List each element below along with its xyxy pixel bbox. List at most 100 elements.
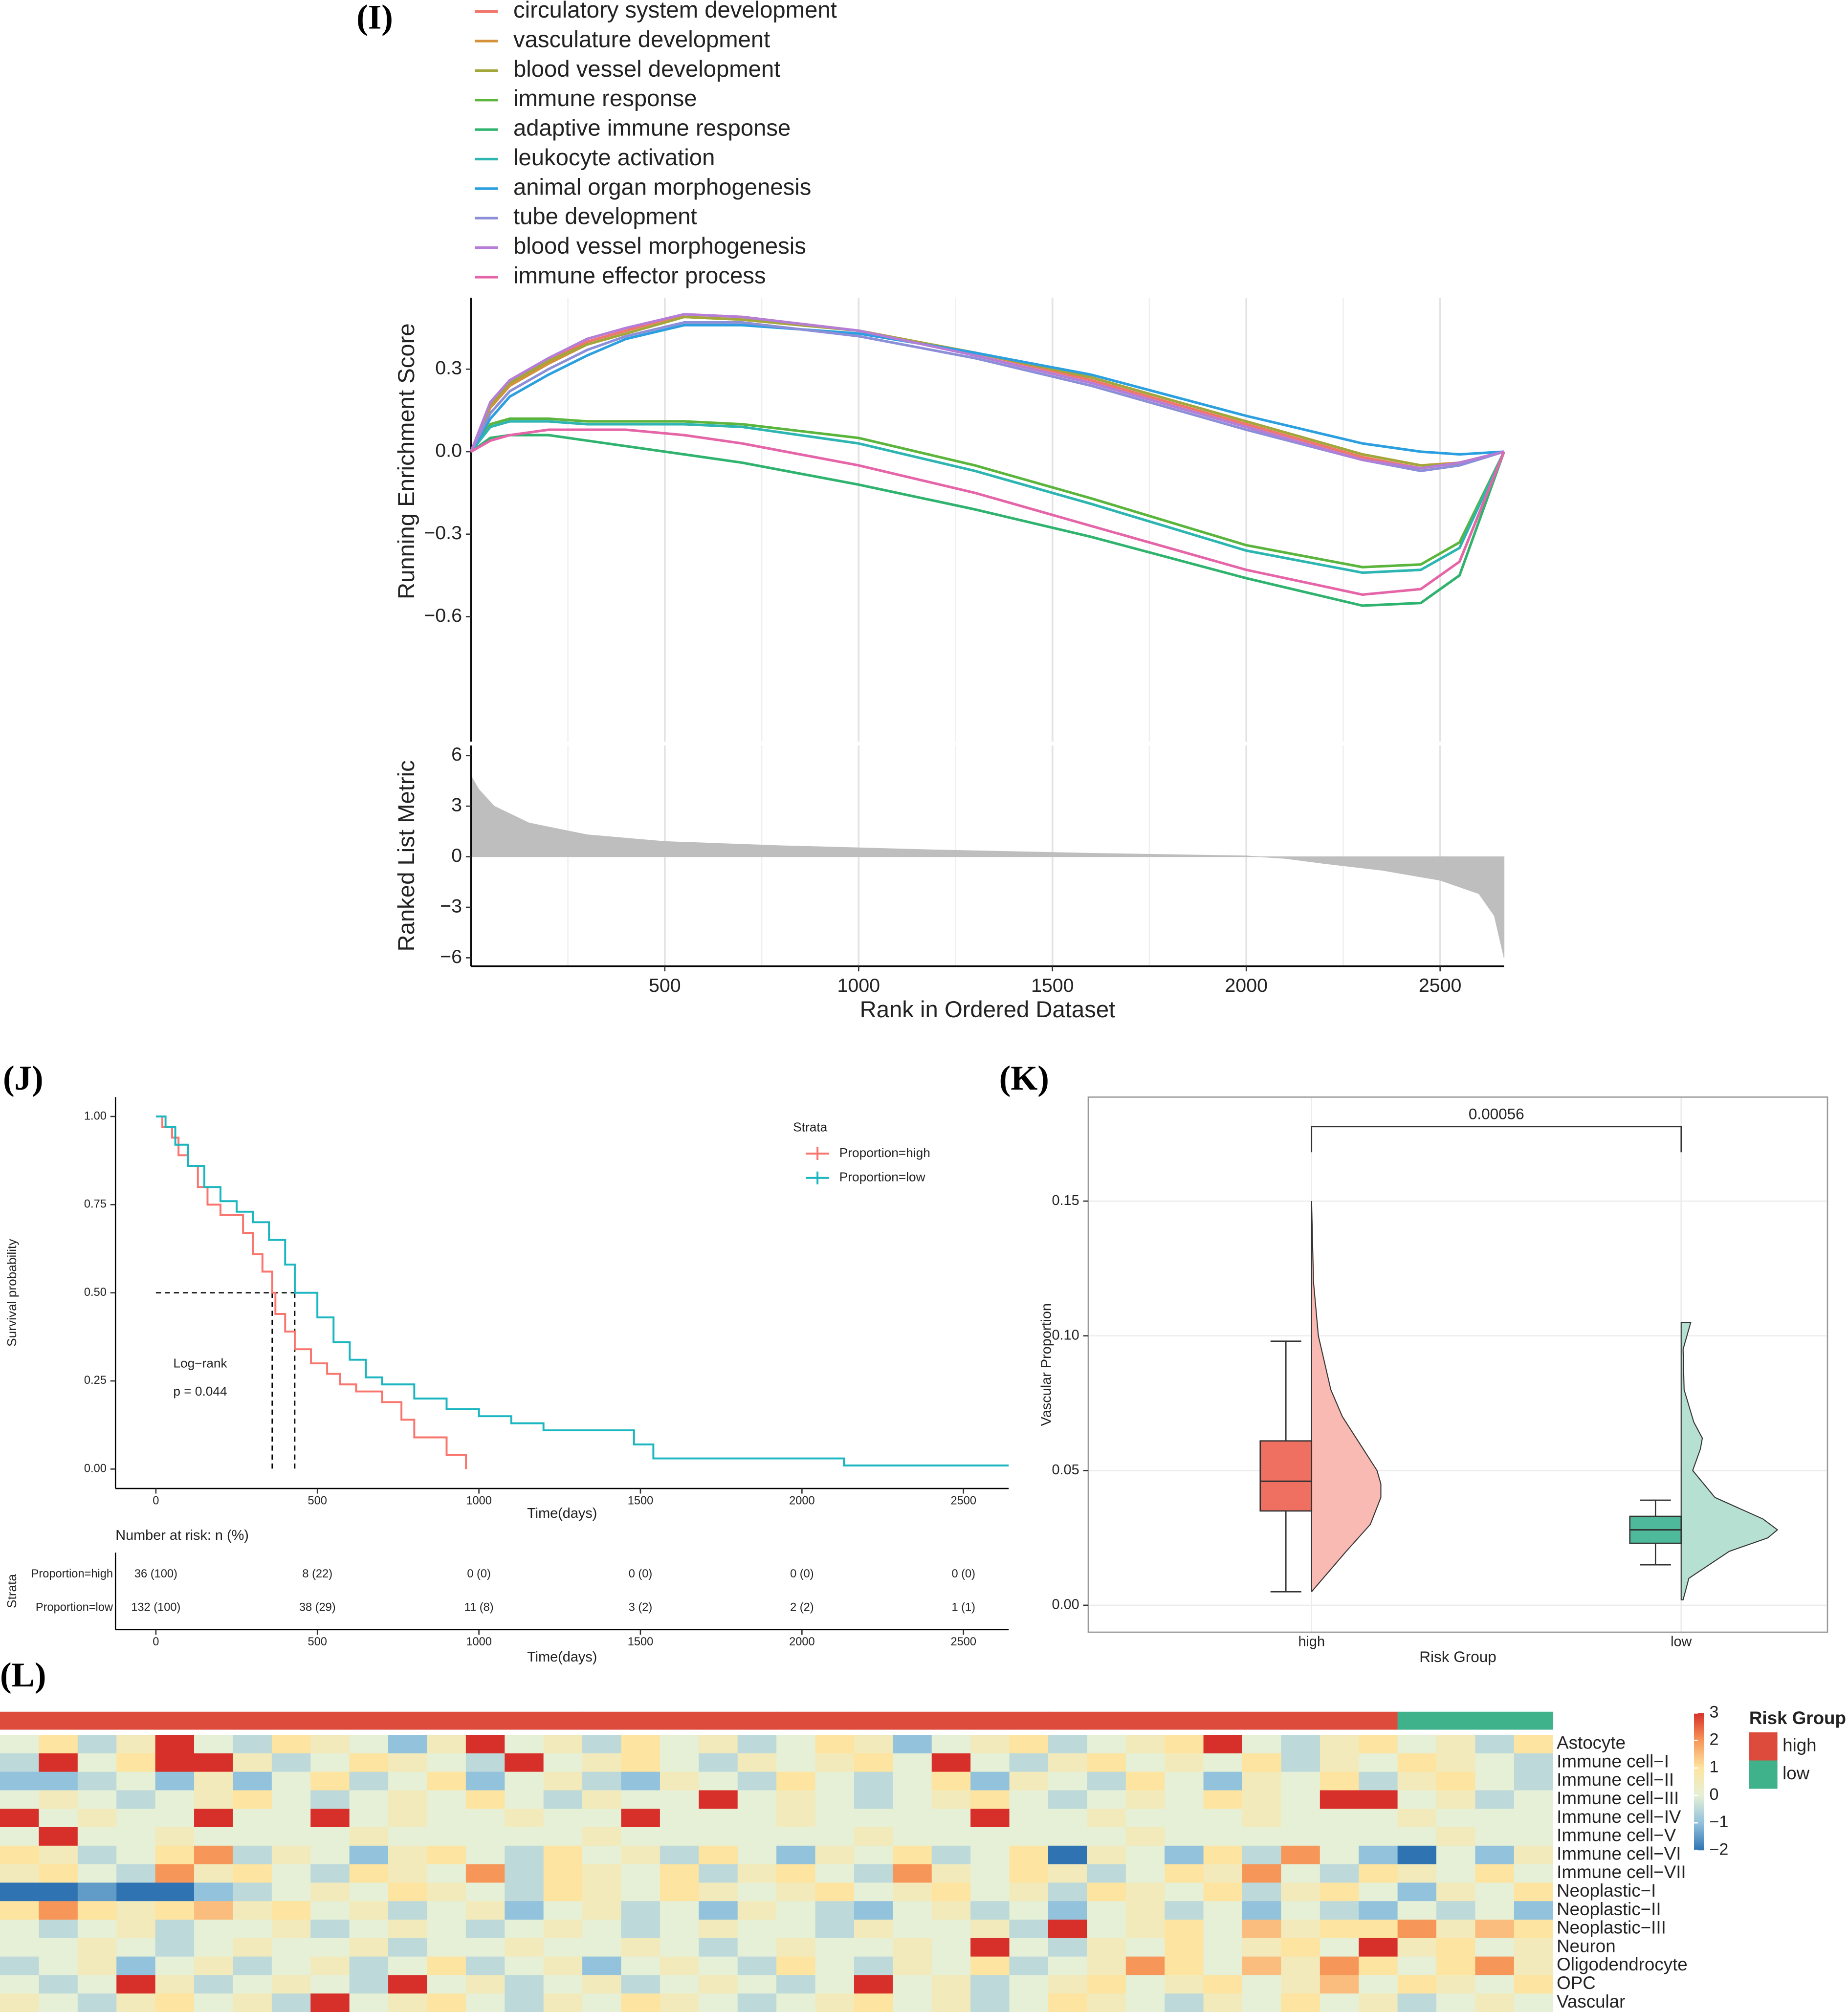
heatmap-cell (1514, 1753, 1554, 1772)
colorbar-label: 0 (1710, 1785, 1719, 1804)
heatmap-cell (1009, 1920, 1049, 1939)
heatmap-cell (1397, 1975, 1437, 1994)
heatmap-cell (621, 1882, 660, 1902)
heatmap-cell (737, 1975, 777, 1994)
group-annotation (1397, 1711, 1437, 1730)
heatmap-cell (1475, 1901, 1515, 1920)
heatmap-cell (194, 1845, 234, 1865)
heatmap-cell (1203, 1993, 1243, 2012)
row-label: Immune cell−III (1557, 1788, 1679, 1808)
heatmap-cell (155, 1882, 195, 1902)
heatmap-cell (116, 1790, 156, 1809)
group-annotation (505, 1711, 544, 1730)
heatmap-cell (77, 1827, 117, 1846)
heatmap-cell (854, 1790, 894, 1809)
heatmap-cell (1242, 1790, 1282, 1809)
heatmap-cell (39, 1920, 78, 1939)
heatmap-cell (1397, 1809, 1437, 1828)
heatmap-cell (543, 1827, 583, 1846)
heatmap-cell (427, 1790, 466, 1809)
heatmap-cell (388, 1882, 428, 1902)
y-tick-label: −0.6 (424, 605, 462, 626)
heatmap-cell (1320, 1901, 1360, 1920)
heatmap-cell (621, 1901, 660, 1920)
heatmap-cell (970, 1920, 1010, 1939)
heatmap-cell (1165, 1882, 1204, 1902)
heatmap-cell (1475, 1735, 1515, 1754)
heatmap-cell (1436, 1735, 1476, 1754)
group-annotation (388, 1711, 428, 1730)
heatmap-cell (1125, 1735, 1165, 1754)
heatmap-cell (77, 1975, 117, 1994)
heatmap-cell (893, 1920, 932, 1939)
heatmap-cell (1436, 1845, 1476, 1865)
legend-label: Proportion=low (839, 1170, 926, 1184)
heatmap-cell (310, 1956, 350, 1976)
legend-label: animal organ morphogenesis (513, 174, 811, 200)
heatmap-cell (815, 1864, 855, 1883)
legend-label: adaptive immune response (513, 115, 791, 141)
risk-cell: 0 (0) (629, 1568, 653, 1580)
x-tick-label: 1500 (628, 1636, 654, 1648)
heatmap-cell (465, 1975, 506, 1994)
heatmap-cell (1009, 1956, 1049, 1976)
heatmap-cell (1436, 1771, 1476, 1791)
heatmap-cell (310, 1975, 350, 1994)
heatmap-cell (1397, 1827, 1437, 1846)
heatmap-cell (699, 1827, 738, 1846)
heatmap-cell (1165, 1920, 1204, 1939)
heatmap-cell (1087, 1938, 1126, 1957)
group-annotation (271, 1711, 311, 1730)
heatmap-cell (737, 1735, 777, 1754)
heatmap-cell (1048, 1975, 1088, 1994)
legend-label: low (1782, 1763, 1810, 1783)
heatmap-cell (1087, 1845, 1126, 1865)
heatmap-cell (1475, 1938, 1515, 1957)
heatmap-cell (1359, 1920, 1398, 1939)
heatmap-cell (233, 1771, 272, 1791)
heatmap-cell (0, 1956, 40, 1976)
heatmap-cell (1320, 1790, 1360, 1809)
heatmap-cell (388, 1901, 428, 1920)
heatmap-cell (1320, 1809, 1360, 1828)
heatmap-cell (427, 1956, 466, 1976)
heatmap-cell (1397, 1771, 1437, 1791)
heatmap-cell (1281, 1920, 1320, 1939)
metric-area (470, 774, 1505, 958)
heatmap-cell (388, 1771, 428, 1791)
heatmap-cell (465, 1993, 506, 2012)
heatmap-cell (1203, 1735, 1243, 1754)
heatmap-cell (155, 1956, 195, 1976)
y-tick-label: −0.3 (424, 522, 462, 544)
row-label: Astocyte (1557, 1733, 1626, 1753)
group-annotation (0, 1711, 40, 1730)
heatmap-cell (388, 1864, 428, 1883)
y-tick-label: 6 (451, 744, 462, 765)
heatmap-cell (1320, 1920, 1360, 1939)
heatmap-cell (39, 1882, 78, 1902)
legend-swatch (1749, 1760, 1778, 1789)
heatmap-cell (233, 1809, 272, 1828)
heatmap-cell (1087, 1753, 1126, 1772)
x-tick-label: 2500 (950, 1494, 976, 1507)
heatmap-cell (116, 1956, 156, 1976)
heatmap-cell (349, 1771, 389, 1791)
heatmap-cell (815, 1920, 855, 1939)
heatmap-cell (1009, 1827, 1049, 1846)
y-axis-label: Running Enrichment Score (394, 323, 419, 599)
heatmap-cell (427, 1920, 466, 1939)
legend-label: tube development (513, 204, 697, 230)
heatmap-cell (1203, 1956, 1243, 1976)
heatmap-cell (699, 1956, 738, 1976)
heatmap-cell (970, 1938, 1010, 1957)
heatmap-cell (582, 1771, 622, 1791)
heatmap-cell (699, 1735, 738, 1754)
panel-label: (J) (3, 1059, 44, 1097)
risk-cell: 38 (29) (299, 1601, 336, 1614)
heatmap-cell (349, 1882, 389, 1902)
heatmap-cell (970, 1735, 1010, 1754)
heatmap-cell (776, 1993, 816, 2012)
group-annotation (1165, 1711, 1204, 1730)
heatmap-cell (737, 1956, 777, 1976)
heatmap-cell (582, 1975, 622, 1994)
